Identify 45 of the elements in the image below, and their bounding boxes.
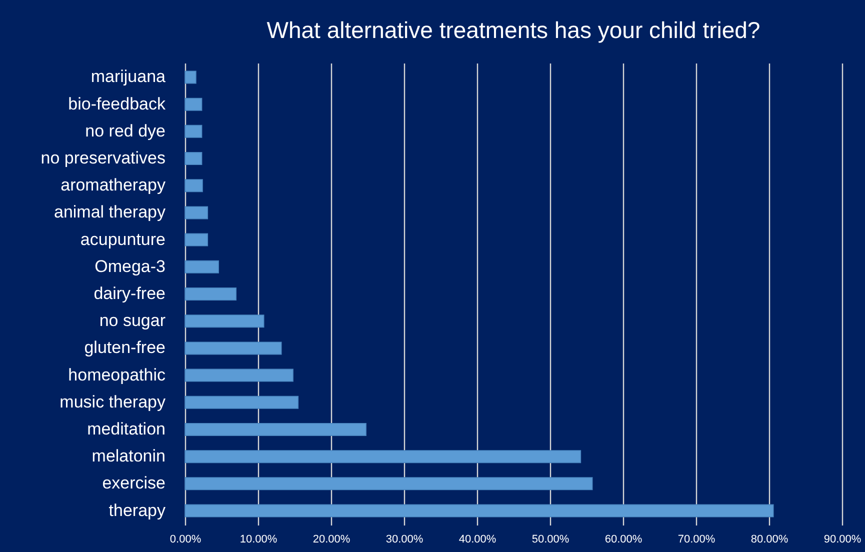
bar <box>184 152 202 166</box>
bar <box>184 206 208 220</box>
y-tick-label: exercise <box>102 474 166 493</box>
bar <box>184 450 582 464</box>
bar <box>184 396 299 409</box>
y-tick-label: meditation <box>87 419 166 438</box>
y-tick-label: dairy-free <box>94 284 166 303</box>
x-tick-label: 40.00% <box>458 534 496 546</box>
y-tick-label: aromatherapy <box>60 176 166 195</box>
x-tick-label: 90.00% <box>824 534 862 546</box>
bar <box>184 477 593 490</box>
bar <box>184 288 236 300</box>
x-tick-label: 60.00% <box>604 534 642 546</box>
y-tick-label: animal therapy <box>54 202 166 222</box>
bar <box>184 70 196 84</box>
bar <box>184 314 264 328</box>
y-tick-label: gluten-free <box>84 338 166 358</box>
x-tick-label: 20.00% <box>312 534 350 546</box>
chart-title: What alternative treatments has your child tried? <box>266 17 760 43</box>
bar <box>184 260 219 274</box>
bar <box>184 98 202 111</box>
y-tick-label: therapy <box>108 500 166 520</box>
x-tick-label: 80.00% <box>750 534 788 546</box>
x-tick-label: 10.00% <box>240 534 278 546</box>
y-tick-label: homeopathic <box>68 365 166 384</box>
x-tick-label: 50.00% <box>532 534 570 546</box>
x-tick-label: 30.00% <box>386 534 424 546</box>
bar <box>184 342 282 355</box>
y-tick-label: music therapy <box>60 392 166 412</box>
x-tick-label: 70.00% <box>678 534 716 546</box>
y-tick-label: acupunture <box>80 230 166 249</box>
y-tick-label: bio-feedback <box>68 94 166 114</box>
x-tick-label: 0.00% <box>170 534 202 546</box>
y-tick-label: marijuana <box>90 67 166 86</box>
y-tick-label: no red dye <box>85 121 166 140</box>
bar <box>184 124 202 138</box>
y-tick-label: no preservatives <box>40 148 166 168</box>
bar <box>184 179 203 192</box>
y-tick-label: Omega-3 <box>94 256 166 276</box>
bar <box>184 233 208 246</box>
bar <box>184 504 774 518</box>
bar <box>184 422 366 436</box>
bar <box>184 368 294 382</box>
y-tick-label: no sugar <box>99 311 166 330</box>
y-tick-label: melatonin <box>92 446 166 466</box>
